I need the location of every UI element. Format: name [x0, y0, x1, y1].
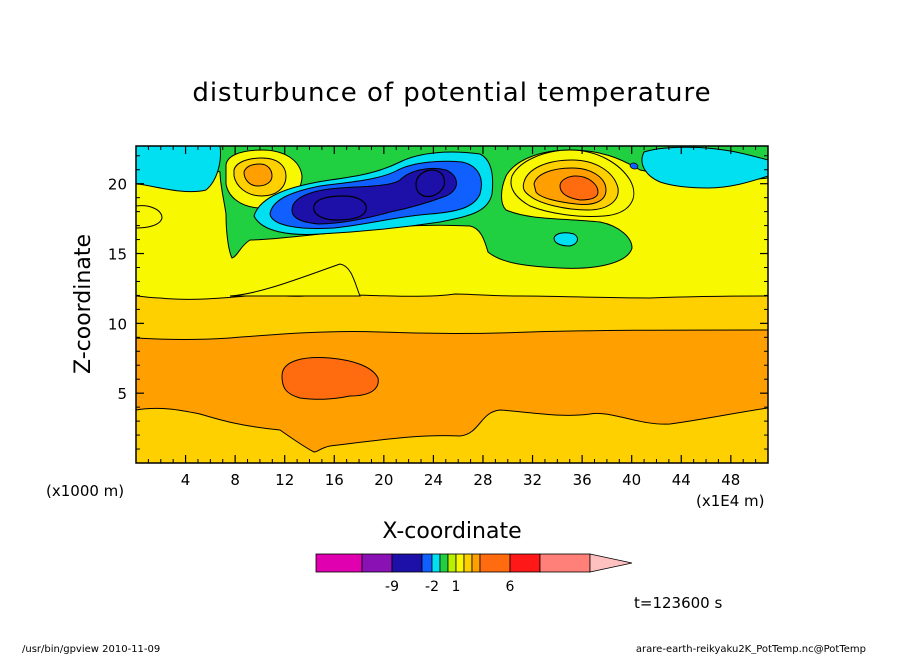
colorbar-cell: [479, 553, 511, 573]
colorbar-cell: [455, 553, 465, 573]
x-tick-label: 28: [473, 471, 492, 489]
colorbar-label: -2: [425, 579, 439, 595]
colorbar-cell: [447, 553, 457, 573]
contour-field: [136, 146, 768, 463]
x-unit-left: (x1000 m): [46, 482, 124, 500]
colorbar-cell: [539, 553, 591, 573]
region-level-1b: [229, 263, 361, 297]
colorbar-cell: [421, 553, 433, 573]
x-tick-label: 48: [721, 471, 740, 489]
x-tick-label: 24: [424, 471, 443, 489]
y-axis-ticks: 5 10 15 20: [108, 155, 768, 450]
region-warm-left-3: [243, 163, 273, 187]
region-cold-4b: [415, 169, 446, 198]
region-level-4: [281, 357, 379, 400]
colorbar-cell: [439, 553, 449, 573]
footer-right: arare-earth-reikyaku2K_PotTemp.nc@PotTem…: [636, 644, 866, 654]
x-tick-label: 20: [374, 471, 393, 489]
region-warm-right-4: [559, 175, 599, 201]
x-tick-label: 4: [181, 471, 191, 489]
colorbar-cell: [463, 553, 473, 573]
x-tick-label: 40: [622, 471, 641, 489]
region-cold-upper-right: [641, 146, 768, 189]
region-cold-tiny: [629, 162, 639, 170]
region-level-1c: [136, 205, 163, 229]
x-tick-label: 36: [573, 471, 592, 489]
colorbar-cell: [431, 553, 441, 573]
time-label: t=123600 s: [634, 594, 722, 612]
x-unit-right: (x1E4 m): [696, 492, 765, 510]
x-tick-label: 16: [325, 471, 344, 489]
colorbar-cell: [509, 553, 541, 573]
colorbar-cell: [391, 553, 423, 573]
region-level-3: [136, 329, 768, 453]
y-tick-label: 10: [108, 315, 127, 333]
colorbar: -9 -2 1 6: [315, 553, 633, 595]
footer-left: /usr/bin/gpview 2010-11-09: [22, 644, 160, 654]
colorbar-arrow: [589, 553, 633, 573]
x-axis-label: X-coordinate: [382, 519, 521, 544]
x-tick-label: 32: [523, 471, 542, 489]
x-tick-label: 12: [275, 471, 294, 489]
y-tick-label: 20: [108, 176, 127, 194]
colorbar-cell: [361, 553, 393, 573]
colorbar-cell: [315, 553, 363, 573]
chart-title: disturbunce of potential temperature: [192, 78, 711, 108]
x-tick-label: 44: [672, 471, 691, 489]
y-axis-label: Z-coordinate: [71, 234, 96, 374]
region-cold-4a: [313, 195, 367, 221]
x-tick-label: 8: [230, 471, 240, 489]
x-axis-ticks: 4 8 12 16 20 24 28 32 36 40 44 48: [147, 146, 757, 489]
colorbar-label: -9: [385, 579, 399, 595]
y-tick-label: 5: [117, 385, 127, 403]
y-tick-label: 15: [108, 246, 127, 264]
region-cold-upper-left: [136, 146, 221, 193]
region-cold-small: [553, 232, 578, 247]
colorbar-label: 6: [506, 579, 515, 595]
plot-frame: [135, 145, 769, 464]
colorbar-label: 1: [452, 579, 461, 595]
colorbar-cell: [471, 553, 481, 573]
